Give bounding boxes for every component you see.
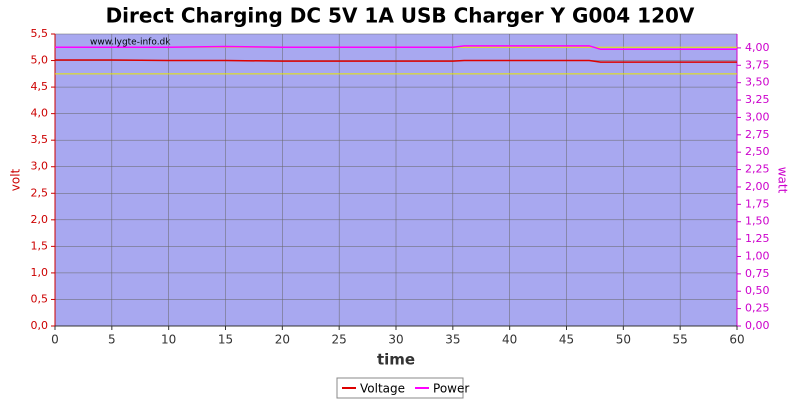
y2-tick-label: 2,75: [745, 128, 770, 141]
y2-tick-label: 3,50: [745, 76, 770, 89]
chart-title: Direct Charging DC 5V 1A USB Charger Y G…: [106, 4, 695, 28]
x-tick-label: 30: [388, 333, 403, 347]
y2-tick-label: 0,00: [745, 319, 770, 332]
y2-tick-label: 0,25: [745, 302, 770, 315]
y-tick-label: 4,5: [31, 80, 49, 93]
y-tick-label: 0,5: [31, 292, 49, 305]
y2-tick-label: 2,25: [745, 163, 770, 176]
x-tick-label: 20: [275, 333, 290, 347]
x-tick-label: 5: [108, 333, 116, 347]
y-tick-label: 3,0: [31, 160, 49, 173]
y2-tick-label: 0,50: [745, 284, 770, 297]
y-axis-label: volt: [9, 168, 23, 191]
x-tick-label: 25: [332, 333, 347, 347]
x-tick-label: 45: [559, 333, 574, 347]
y2-tick-label: 2,00: [745, 180, 770, 193]
y-tick-label: 3,5: [31, 133, 49, 146]
legend-label: Power: [433, 382, 469, 396]
x-tick-label: 0: [51, 333, 59, 347]
y2-tick-label: 1,25: [745, 232, 770, 245]
x-tick-label: 35: [445, 333, 460, 347]
series-line: [55, 59, 737, 63]
x-tick-label: 55: [673, 333, 688, 347]
y-tick-label: 2,5: [31, 186, 49, 199]
y-tick-label: 1,0: [31, 266, 49, 279]
y2-tick-label: 3,00: [745, 110, 770, 123]
x-tick-label: 10: [161, 333, 176, 347]
x-tick-label: 40: [502, 333, 517, 347]
y2-tick-label: 1,50: [745, 215, 770, 228]
legend-label: Voltage: [360, 382, 405, 396]
y2-axis-label: watt: [776, 167, 790, 194]
y2-tick-label: 0,75: [745, 267, 770, 280]
y-tick-label: 2,0: [31, 213, 49, 226]
y2-tick-label: 3,75: [745, 58, 770, 71]
x-axis-label: time: [377, 351, 415, 369]
y2-tick-label: 3,25: [745, 93, 770, 106]
legend: [336, 377, 464, 399]
y2-tick-label: 2,50: [745, 145, 770, 158]
series-line: [55, 45, 737, 51]
watermark: www.lygte-info.dk: [90, 38, 171, 48]
y2-tick-label: 1,75: [745, 197, 770, 210]
y-tick-label: 4,0: [31, 107, 49, 120]
y-tick-label: 1,5: [31, 239, 49, 252]
y-tick-label: 0,0: [31, 319, 49, 332]
y2-tick-label: 1,00: [745, 249, 770, 262]
x-tick-label: 60: [729, 333, 744, 347]
x-tick-label: 15: [218, 333, 233, 347]
x-tick-label: 50: [616, 333, 631, 347]
y-tick-label: 5,0: [31, 54, 49, 67]
y2-tick-label: 4,00: [745, 41, 770, 54]
y-tick-label: 5,5: [31, 27, 49, 40]
